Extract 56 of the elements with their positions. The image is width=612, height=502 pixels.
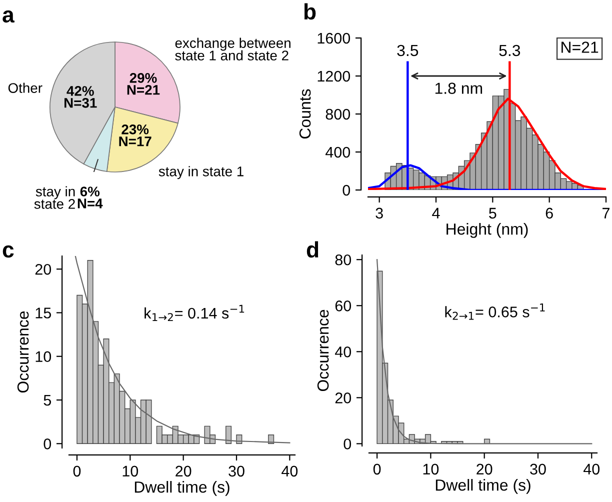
x-tick-label: 0 — [373, 464, 381, 475]
annotation: k$_{2→1}$= 0.65 s$^{−1}$ — [445, 304, 545, 320]
y-tick-label: 1600 — [318, 32, 350, 44]
x-tick-label: 30 — [530, 464, 546, 475]
data-label: 23% N=17 — [119, 124, 152, 146]
y-tick-label: 5 — [44, 395, 51, 406]
y-tick-label: 0 — [344, 438, 352, 450]
data-label: 6% N=4 — [78, 186, 103, 208]
x-axis-title: Height (nm) — [446, 222, 528, 238]
chart-title: a — [2, 10, 14, 23]
y-tick-label: 400 — [326, 146, 350, 158]
chart-title: b — [304, 3, 316, 20]
x-tick-label: 10 — [122, 466, 138, 477]
y-tick-label: 20 — [335, 392, 352, 404]
y-tick-label: 15 — [36, 308, 51, 318]
chart-title: c — [2, 245, 14, 258]
x-tick-label: 4 — [432, 208, 440, 218]
x-tick-label: 3 — [376, 208, 383, 219]
x-tick-label: 6 — [546, 208, 553, 219]
y-tick-label: 0 — [342, 184, 350, 196]
x-tick-label: 5 — [489, 208, 496, 219]
data-label: 29% N=21 — [127, 73, 160, 95]
annotation: 1.8 nm — [435, 82, 482, 94]
slice-label: stay in state 2 — [34, 186, 75, 209]
x-tick-label: 20 — [476, 464, 492, 475]
chart-title: d — [306, 241, 318, 258]
x-axis-title: Dwell time (s) — [436, 478, 530, 494]
y-tick-label: 10 — [36, 351, 52, 362]
x-tick-label: 0 — [73, 466, 81, 477]
x-tick-label: 30 — [228, 466, 244, 477]
line-series — [74, 256, 290, 444]
x-tick-label: 10 — [423, 464, 439, 475]
y-axis-title: Occurrence — [317, 310, 329, 392]
x-axis-title: Dwell time (s) — [134, 480, 230, 496]
y-tick-label: 60 — [335, 300, 352, 312]
y-tick-label: 1200 — [318, 70, 350, 82]
y-tick-label: 0 — [44, 438, 52, 450]
x-tick-label: 40 — [282, 466, 298, 477]
y-axis-title: Counts — [299, 89, 311, 138]
line-series — [376, 259, 592, 444]
slice-label: Other — [8, 82, 42, 93]
annotation: N=21 — [562, 42, 598, 53]
y-axis-title: Occurrence — [17, 311, 29, 393]
slice-label: exchange between state 1 and state 2 — [175, 38, 290, 60]
ref-line-label: 3.5 — [397, 44, 418, 56]
x-tick-label: 7 — [602, 208, 610, 218]
x-tick-label: 40 — [583, 464, 600, 475]
annotation: k$_{1→2}$= 0.14 s$^{−1}$ — [144, 304, 244, 322]
ref-line-label: 5.3 — [499, 44, 520, 56]
y-tick-label: 40 — [335, 346, 352, 358]
y-tick-label: 20 — [35, 264, 52, 275]
x-tick-label: 20 — [176, 466, 192, 477]
y-tick-label: 800 — [326, 108, 350, 120]
slice-label: stay in state 1 — [158, 166, 244, 180]
data-label: 42% N=31 — [64, 86, 97, 108]
y-tick-label: 80 — [335, 254, 352, 266]
